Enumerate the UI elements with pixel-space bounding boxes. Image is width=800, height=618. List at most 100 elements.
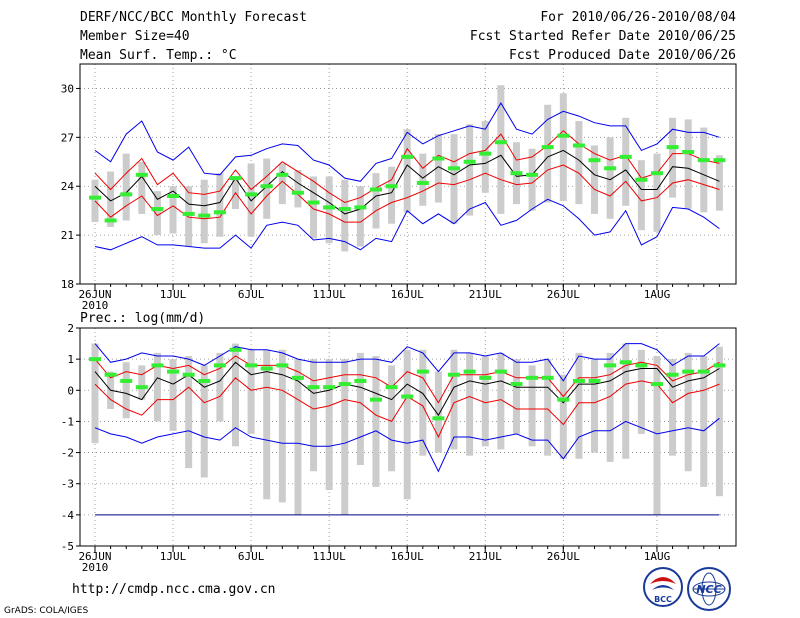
temp-obs-mark (104, 218, 117, 223)
temp-range-box (622, 117, 630, 206)
temp-ytick-label: 21 (61, 229, 74, 242)
temp-frame (79, 63, 737, 285)
prec-obs-mark (104, 372, 117, 377)
forecast-period: For 2010/06/26-2010/08/04 (540, 10, 736, 25)
temp-range-box (356, 186, 364, 247)
prec-range-box (247, 349, 255, 434)
temp-obs-mark (572, 143, 585, 148)
prec-obs-mark (182, 372, 195, 377)
temp-obs-mark (135, 172, 148, 177)
temp-range-box (684, 119, 692, 210)
prec-obs-mark (198, 378, 211, 383)
prec-range-box (653, 356, 661, 515)
prec-obs-mark (401, 394, 414, 399)
prec-range-box (138, 365, 146, 400)
prec-range-box (200, 365, 208, 478)
prec-range-box (715, 346, 723, 497)
temp-range-box (606, 137, 614, 219)
temp-obs-mark (416, 180, 429, 185)
member-size: Member Size=40 (80, 29, 190, 44)
temp-range-box (591, 145, 599, 214)
prec-range-box (372, 356, 380, 487)
prec-obs-mark (385, 385, 398, 390)
temp-range-box (481, 121, 489, 193)
prec-range-box (434, 371, 442, 453)
temp-range-box (403, 129, 411, 213)
temp-obs-mark (198, 213, 211, 218)
source-url[interactable]: http://cmdp.ncc.cma.gov.cn (72, 582, 276, 597)
prec-range-box (388, 365, 396, 472)
temp-range-box (637, 160, 645, 231)
temp-range-box (559, 93, 567, 201)
temp-ytick-label: 24 (61, 180, 75, 193)
ncc-logo: NCC (687, 567, 731, 611)
temp-obs-mark (151, 207, 164, 212)
prec-range-box (419, 349, 427, 456)
prec-range-box (310, 359, 318, 472)
temp-obs-mark (432, 156, 445, 161)
prec-obs-mark (448, 372, 461, 377)
temp-range-box (715, 155, 723, 211)
temp-obs-mark (666, 145, 679, 150)
prec-range-box (263, 349, 271, 500)
temp-obs-mark (635, 177, 648, 182)
prec-xtick-label: 6JUL (238, 550, 265, 563)
temp-xtick-label: 6JUL (238, 288, 265, 301)
prec-obs-mark (338, 382, 351, 387)
temp-obs-mark (557, 133, 570, 138)
prec-range-box (544, 359, 552, 456)
prec-obs-mark (229, 347, 242, 352)
prec-range-box (512, 359, 520, 434)
temp-ytick-label: 30 (61, 82, 74, 95)
temp-upper-line (94, 130, 720, 204)
temp-obs-mark (588, 158, 601, 163)
prec-range-box (700, 356, 708, 487)
temp-range-box (216, 173, 224, 237)
temp-xtick-label: 26JUN (78, 288, 111, 301)
prec-obs-mark (650, 382, 663, 387)
temp-range-box (544, 104, 552, 203)
temp-ytick-label: 18 (61, 278, 74, 291)
prec-upper-line (94, 355, 720, 404)
temp-range-box (450, 134, 458, 224)
prec-frame (79, 327, 737, 547)
temp-obs-mark (291, 190, 304, 195)
temp-obs-mark (697, 158, 710, 163)
prec-obs-mark (89, 357, 101, 362)
prec-range-box (91, 343, 99, 444)
temp-range-box (138, 161, 146, 214)
prec-range-box (497, 352, 505, 450)
prec-range-box (481, 356, 489, 447)
variable-label: Mean Surf. Temp.: °C (80, 48, 237, 63)
temp-obs-mark (120, 192, 133, 197)
temp-obs-mark (479, 151, 492, 156)
temp-obs-mark (89, 195, 101, 200)
prec-obs-mark (167, 369, 180, 374)
prec-xtick-label: 26JUL (547, 550, 580, 563)
prec-xtick-label: 11JUL (313, 550, 346, 563)
temp-range-box (263, 158, 271, 219)
prec-obs-mark (635, 363, 648, 368)
temp-xtick-label: 11JUL (313, 288, 346, 301)
prec-obs-mark (588, 378, 601, 383)
temp-obs-mark (604, 166, 617, 171)
prec-obs-mark (666, 372, 679, 377)
prec-range-box (278, 349, 286, 503)
prec-obs-mark (713, 363, 726, 368)
prec-range-box (622, 343, 630, 459)
prec-obs-mark (697, 369, 710, 374)
temp-obs-mark (338, 207, 351, 212)
temp-xtick-label: 26JUL (547, 288, 580, 301)
temp-range-box (294, 169, 302, 208)
temp-obs-mark (276, 172, 289, 177)
temp-range-box (372, 173, 380, 229)
temp-obs-mark (494, 140, 507, 145)
temp-obs-mark (463, 159, 476, 164)
prec-ytick-label: -3 (61, 478, 74, 491)
prec-obs-mark (354, 378, 367, 383)
svg-text:NCC: NCC (696, 583, 721, 596)
prec-ytick-label: 1 (67, 353, 74, 366)
prec-mean-line (94, 361, 720, 417)
temp-mean-line (94, 149, 720, 215)
temp-obs-mark (260, 184, 273, 189)
